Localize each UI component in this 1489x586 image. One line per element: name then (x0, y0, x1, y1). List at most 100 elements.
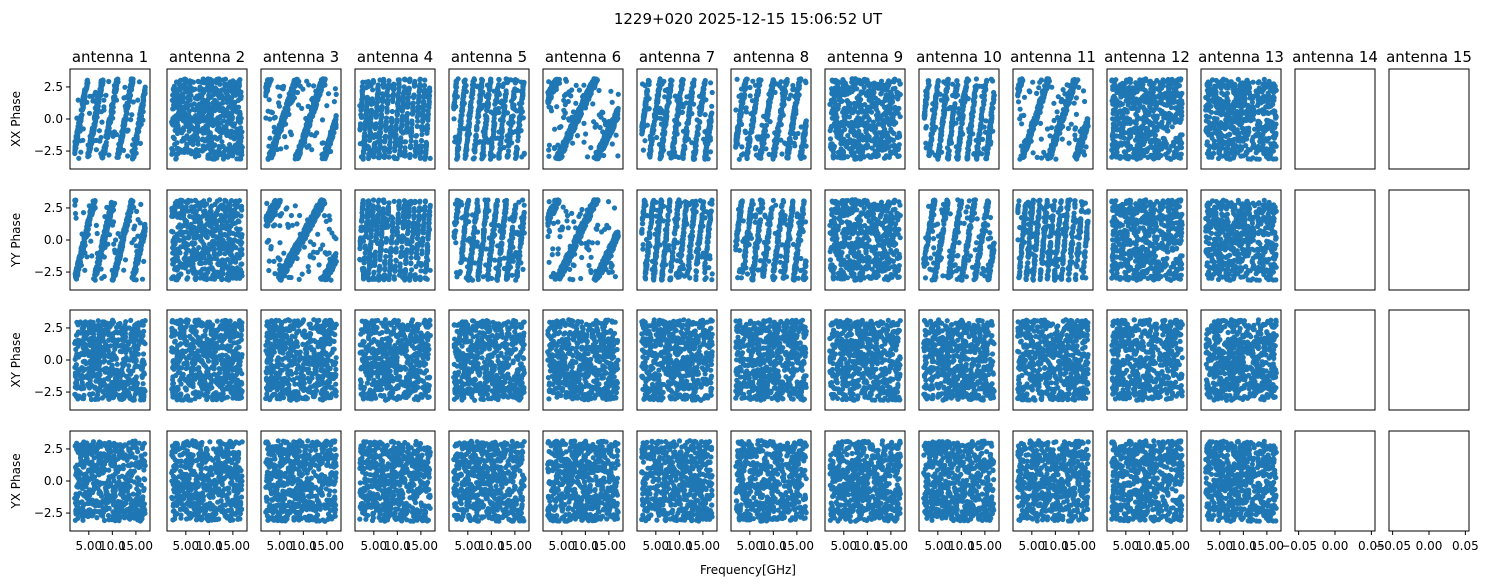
data-point (664, 116, 669, 121)
antenna-title: antenna 7 (639, 48, 715, 66)
data-point (271, 149, 276, 154)
data-point (99, 93, 104, 98)
data-point (513, 156, 518, 161)
data-point (180, 97, 185, 102)
data-point (176, 123, 181, 128)
data-point (643, 83, 648, 88)
data-point (733, 107, 738, 112)
data-point (90, 129, 95, 134)
data-point (804, 123, 809, 128)
antenna-title: antenna 2 (169, 48, 245, 66)
data-point (790, 130, 795, 135)
data-point (361, 143, 366, 148)
data-point (548, 87, 553, 92)
data-point (179, 150, 184, 155)
data-point (680, 82, 685, 87)
data-point (428, 156, 433, 161)
data-point (215, 127, 220, 132)
data-point (87, 94, 92, 99)
data-point (756, 78, 761, 83)
data-point (412, 92, 417, 97)
data-point (171, 106, 176, 111)
data-point (480, 154, 485, 159)
data-point (786, 96, 791, 101)
data-point (229, 105, 234, 110)
data-point (171, 91, 176, 96)
data-point (179, 139, 184, 144)
data-point (409, 132, 414, 137)
data-point (709, 112, 714, 117)
data-point (199, 80, 204, 85)
data-point (744, 78, 749, 83)
data-point (234, 156, 239, 161)
data-point (775, 133, 780, 138)
data-point (402, 139, 407, 144)
data-point (205, 143, 210, 148)
data-point (98, 80, 103, 85)
data-point (473, 142, 478, 147)
data-point (267, 136, 272, 141)
data-point (383, 124, 388, 129)
data-point (465, 137, 470, 142)
data-point (614, 133, 619, 138)
data-point (499, 98, 504, 103)
data-point (687, 106, 692, 111)
data-point (267, 97, 272, 102)
data-point (456, 147, 461, 152)
data-point (744, 153, 749, 158)
data-point (411, 100, 416, 105)
data-point (574, 119, 579, 124)
data-point (123, 104, 128, 109)
data-point (332, 99, 337, 104)
data-point (552, 127, 557, 132)
data-point (181, 116, 186, 121)
data-point (99, 109, 104, 114)
data-point (510, 120, 515, 125)
data-point (222, 124, 227, 129)
data-point (803, 80, 808, 85)
data-point (501, 81, 506, 86)
data-point (484, 108, 489, 113)
data-point (571, 128, 576, 133)
data-point (590, 101, 595, 106)
data-point (295, 153, 300, 158)
data-point (496, 82, 501, 87)
data-point (646, 78, 651, 83)
data-point (303, 126, 308, 131)
data-point (333, 120, 338, 125)
data-point (666, 101, 671, 106)
data-point (309, 132, 314, 137)
data-point (659, 153, 664, 158)
data-point (425, 115, 430, 120)
data-point (615, 116, 620, 121)
data-point (465, 132, 470, 137)
data-point (129, 78, 134, 83)
data-point (141, 103, 146, 108)
data-point (616, 92, 621, 97)
data-point (604, 129, 609, 134)
data-point (667, 151, 672, 156)
data-point (648, 147, 653, 152)
data-point (359, 154, 364, 159)
data-point (495, 136, 500, 141)
data-point (659, 108, 664, 113)
data-point (615, 109, 620, 114)
data-point (667, 94, 672, 99)
data-point (230, 90, 235, 95)
data-point (776, 121, 781, 126)
data-point (741, 96, 746, 101)
data-point (410, 121, 415, 126)
data-point (323, 77, 328, 82)
data-point (390, 97, 395, 102)
data-point (380, 99, 385, 104)
data-point (708, 149, 713, 154)
y-tick-label: −2.5 (34, 144, 63, 158)
data-point (265, 78, 270, 83)
data-point (183, 146, 188, 151)
data-point (379, 106, 384, 111)
data-point (106, 79, 111, 84)
data-point (396, 86, 401, 91)
data-point (682, 144, 687, 149)
data-point (667, 87, 672, 92)
data-point (581, 96, 586, 101)
